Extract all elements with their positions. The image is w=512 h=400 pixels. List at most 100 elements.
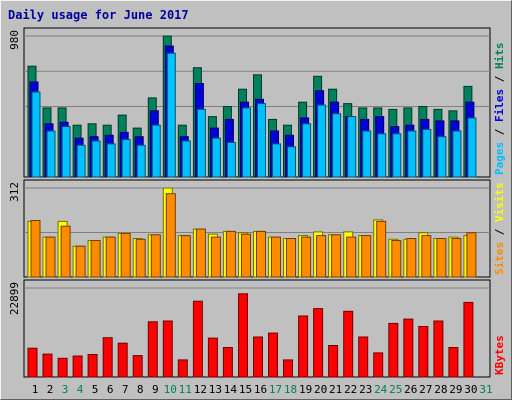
x-tick-label-5: 5 xyxy=(92,383,99,396)
bar-sites-day-26 xyxy=(406,238,417,278)
panel-visits-sites: 312 Sites / Visits xyxy=(8,179,506,278)
x-tick-label-17: 17 xyxy=(269,383,282,396)
x-tick-label-16: 16 xyxy=(254,383,267,396)
bar-pages-day-29 xyxy=(452,130,462,178)
bar-pages-day-3 xyxy=(61,126,71,178)
bar-pages-day-8 xyxy=(136,144,146,178)
bar-pages-day-1 xyxy=(31,91,41,178)
legend-item-visits: Visits xyxy=(493,182,506,222)
bar-pages-day-30 xyxy=(467,117,477,178)
bar-kbytes-day-5 xyxy=(87,354,98,378)
y-axis-max-label: 22899 xyxy=(8,282,21,315)
bar-sites-day-16 xyxy=(256,230,266,278)
x-tick-label-18: 18 xyxy=(284,383,297,396)
x-tick-label-21: 21 xyxy=(329,383,342,396)
bar-kbytes-day-21 xyxy=(328,345,339,378)
bar-pages-day-2 xyxy=(46,130,56,178)
bar-pages-day-26 xyxy=(407,130,417,178)
bar-kbytes-day-15 xyxy=(238,293,248,378)
x-tick-label-20: 20 xyxy=(314,383,327,396)
legend-item-files: Files xyxy=(493,89,506,122)
x-tick-label-31: 31 xyxy=(479,383,492,396)
bar-kbytes-day-1 xyxy=(27,347,38,378)
bar-sites-day-28 xyxy=(436,238,447,278)
x-tick-label-13: 13 xyxy=(209,383,222,396)
bar-kbytes-day-22 xyxy=(343,310,354,378)
x-tick-label-3: 3 xyxy=(62,383,69,396)
bar-pages-day-7 xyxy=(121,139,131,178)
bar-sites-day-13 xyxy=(210,236,221,278)
legend-separator: / xyxy=(493,222,506,242)
bar-sites-day-2 xyxy=(45,236,56,278)
bar-kbytes-day-11 xyxy=(177,359,188,378)
x-tick-label-8: 8 xyxy=(137,383,144,396)
bar-kbytes-day-14 xyxy=(222,347,233,378)
bar-sites-day-19 xyxy=(301,236,312,278)
x-tick-label-29: 29 xyxy=(449,383,462,396)
bar-kbytes-day-10 xyxy=(162,320,173,378)
bar-kbytes-day-7 xyxy=(117,342,128,378)
legend-item-hits: Hits xyxy=(493,43,506,70)
bar-kbytes-day-4 xyxy=(72,355,83,378)
bar-kbytes-day-8 xyxy=(132,355,143,378)
bar-sites-day-24 xyxy=(376,220,387,278)
bar-sites-day-21 xyxy=(331,234,342,278)
bar-sites-day-15 xyxy=(241,233,251,278)
bar-sites-day-4 xyxy=(75,245,86,278)
panel-hits-files-pages: 980 Pages / Files / Hits xyxy=(8,27,506,178)
bar-sites-day-6 xyxy=(105,236,116,278)
bar-sites-day-22 xyxy=(346,236,357,278)
legend-separator: / xyxy=(493,122,506,142)
bar-kbytes-day-16 xyxy=(253,336,263,378)
bar-sites-day-8 xyxy=(135,238,146,278)
bar-sites-day-29 xyxy=(451,238,462,278)
bar-kbytes-day-20 xyxy=(313,308,324,378)
legend-item-sites: Sites xyxy=(493,242,506,275)
bar-kbytes-day-26 xyxy=(403,318,414,378)
bar-kbytes-day-28 xyxy=(433,320,444,378)
x-tick-label-14: 14 xyxy=(224,383,238,396)
bar-pages-day-18 xyxy=(287,146,296,178)
bar-pages-day-25 xyxy=(392,133,402,178)
y-axis-max-label: 980 xyxy=(8,30,21,50)
bar-sites-day-11 xyxy=(180,235,191,278)
x-tick-label-7: 7 xyxy=(122,383,129,396)
bar-sites-day-25 xyxy=(391,240,402,278)
bar-kbytes-day-9 xyxy=(147,321,158,378)
x-tick-label-15: 15 xyxy=(239,383,252,396)
bar-pages-day-23 xyxy=(362,130,372,178)
bar-sites-day-3 xyxy=(60,225,71,278)
bar-pages-day-20 xyxy=(317,104,327,178)
legend-separator: / xyxy=(493,69,506,89)
bar-kbytes-day-6 xyxy=(102,337,113,378)
bar-pages-day-17 xyxy=(272,143,281,178)
bar-kbytes-day-24 xyxy=(373,352,384,378)
bar-sites-day-27 xyxy=(421,235,432,278)
bar-sites-day-1 xyxy=(30,220,41,278)
bar-sites-day-18 xyxy=(286,238,296,278)
bar-kbytes-day-25 xyxy=(388,322,399,378)
bar-pages-day-6 xyxy=(106,143,116,178)
x-tick-label-10: 10 xyxy=(164,383,177,396)
bar-sites-day-7 xyxy=(120,232,131,278)
bar-kbytes-day-29 xyxy=(448,347,459,378)
bar-pages-day-11 xyxy=(181,140,191,178)
x-tick-label-22: 22 xyxy=(344,383,357,396)
x-tick-label-9: 9 xyxy=(152,383,159,396)
bar-sites-day-12 xyxy=(195,228,206,278)
bar-kbytes-day-17 xyxy=(268,332,278,378)
chart-title: Daily usage for June 2017 xyxy=(8,8,189,22)
bar-sites-day-10 xyxy=(165,193,176,278)
bar-pages-day-27 xyxy=(422,129,432,178)
x-tick-label-19: 19 xyxy=(299,383,312,396)
bar-pages-day-28 xyxy=(437,136,447,178)
bar-pages-day-13 xyxy=(211,137,221,178)
bar-pages-day-16 xyxy=(257,103,266,178)
bar-pages-day-19 xyxy=(302,123,312,178)
x-tick-label-26: 26 xyxy=(404,383,417,396)
x-tick-label-27: 27 xyxy=(419,383,432,396)
x-tick-label-1: 1 xyxy=(32,383,39,396)
legend-item-kbytes: KBytes xyxy=(493,335,506,375)
bar-pages-day-10 xyxy=(166,52,176,178)
